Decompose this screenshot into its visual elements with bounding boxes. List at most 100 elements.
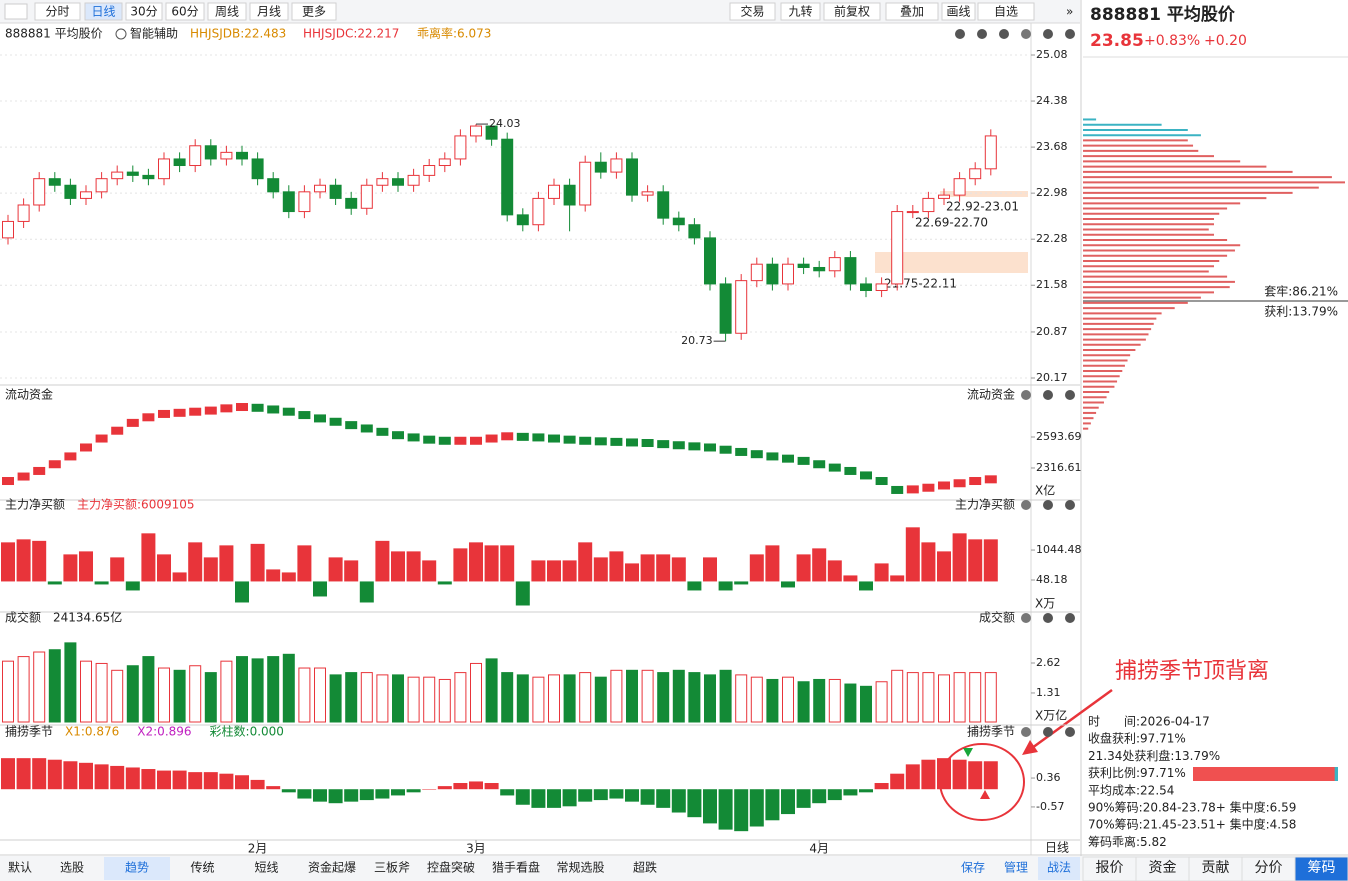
- flow-mark: [126, 418, 139, 427]
- action-label[interactable]: 保存: [961, 861, 985, 875]
- toolbar-button[interactable]: [84, 2, 123, 21]
- action-button[interactable]: [952, 857, 994, 880]
- bottom-tab-label[interactable]: 超跌: [633, 860, 657, 875]
- toolbar-button[interactable]: [977, 2, 1035, 21]
- panel-icon[interactable]: [1021, 613, 1031, 623]
- panel-title: 成交额: [5, 610, 41, 625]
- action-button[interactable]: [1038, 857, 1080, 880]
- bottom-tab-label[interactable]: 默认: [8, 860, 32, 875]
- assist-label[interactable]: 智能辅助: [130, 26, 178, 41]
- panel-icon[interactable]: [999, 29, 1009, 39]
- bottom-tab-label[interactable]: 资金起爆: [308, 860, 356, 875]
- bar: [328, 557, 343, 582]
- panel-icon[interactable]: [1021, 29, 1031, 39]
- panel-icon[interactable]: [1021, 390, 1031, 400]
- candle-body: [111, 171, 124, 180]
- candle-body: [142, 174, 155, 180]
- right-tab[interactable]: [1082, 856, 1137, 881]
- panel-icon[interactable]: [1065, 727, 1075, 737]
- bottom-tab-label[interactable]: 常规选股: [556, 860, 604, 875]
- action-button[interactable]: [995, 857, 1037, 880]
- toolbar-button[interactable]: [34, 2, 81, 21]
- right-tab-label[interactable]: 筹码: [1308, 859, 1336, 876]
- right-tab-label[interactable]: 分价: [1255, 860, 1283, 876]
- panel-icon[interactable]: [1065, 390, 1075, 400]
- volume-bar: [860, 685, 872, 723]
- bottom-tab[interactable]: [298, 857, 366, 880]
- toolbar-button[interactable]: [780, 2, 821, 21]
- bar: [937, 551, 951, 582]
- bottom-tab[interactable]: [418, 857, 484, 880]
- right-tab-label[interactable]: 资金: [1149, 860, 1177, 876]
- toolbar-label[interactable]: 周线: [215, 5, 239, 19]
- bottom-tab[interactable]: [0, 857, 40, 880]
- bottom-tab[interactable]: [366, 857, 418, 880]
- right-tab[interactable]: [1241, 856, 1296, 881]
- toolbar-button[interactable]: [823, 2, 881, 21]
- panel-icon[interactable]: [1065, 29, 1075, 39]
- panel-icon[interactable]: [1043, 390, 1053, 400]
- toolbar-label[interactable]: 更多: [302, 5, 326, 19]
- right-tab[interactable]: [1294, 856, 1348, 881]
- toolbar-label[interactable]: 日线: [91, 5, 115, 19]
- toolbar-label[interactable]: 叠加: [900, 5, 924, 19]
- bar: [469, 781, 483, 790]
- bottom-tab-label[interactable]: 趋势: [125, 861, 149, 875]
- bottom-tab[interactable]: [40, 857, 104, 880]
- panel-icon[interactable]: [1043, 727, 1053, 737]
- toolbar-button[interactable]: [125, 2, 163, 21]
- panel-icon[interactable]: [1043, 613, 1053, 623]
- bottom-tab[interactable]: [548, 857, 613, 880]
- bar: [952, 533, 967, 582]
- panel-icon[interactable]: [977, 29, 987, 39]
- panel-icon[interactable]: [1043, 500, 1053, 510]
- right-tab[interactable]: [1135, 856, 1190, 881]
- toolbar-label[interactable]: 前复权: [834, 4, 870, 19]
- panel-icon[interactable]: [1065, 613, 1075, 623]
- bottom-tab[interactable]: [613, 857, 677, 880]
- bottom-tab-label[interactable]: 猎手看盘: [492, 860, 540, 875]
- toolbar-button[interactable]: [207, 2, 247, 21]
- bottom-tab[interactable]: [235, 857, 298, 880]
- menu-icon[interactable]: [4, 3, 28, 20]
- panel-icon[interactable]: [1043, 29, 1053, 39]
- toolbar-label[interactable]: 60分: [171, 5, 198, 19]
- toolbar-label[interactable]: 分时: [45, 5, 69, 19]
- bottom-tab-label[interactable]: 短线: [254, 861, 278, 875]
- toolbar-button[interactable]: [941, 2, 976, 21]
- toolbar-button[interactable]: [885, 2, 939, 21]
- panel-icon[interactable]: [955, 29, 965, 39]
- toolbar-button[interactable]: [249, 2, 289, 21]
- period-tab[interactable]: 日线: [1045, 841, 1069, 855]
- action-label[interactable]: 战法: [1047, 861, 1071, 875]
- toolbar-label[interactable]: 自选: [994, 5, 1018, 19]
- toolbar-label[interactable]: 交易: [740, 4, 764, 19]
- bottom-tab[interactable]: [170, 857, 235, 880]
- toolbar-button[interactable]: [291, 2, 337, 21]
- assist-icon[interactable]: [115, 28, 127, 40]
- bottom-tab-label[interactable]: 传统: [190, 860, 214, 875]
- toolbar-label[interactable]: 九转: [788, 4, 812, 19]
- right-tab[interactable]: [1188, 856, 1243, 881]
- toolbar-button[interactable]: [729, 2, 776, 21]
- volume-bar: [735, 674, 748, 723]
- right-tab-label[interactable]: 报价: [1096, 860, 1124, 876]
- bottom-tab-label[interactable]: 控盘突破: [427, 860, 475, 875]
- panel-icon[interactable]: [1065, 500, 1075, 510]
- toolbar-button[interactable]: [165, 2, 205, 21]
- toolbar-label[interactable]: 画线: [946, 5, 970, 19]
- bottom-tab[interactable]: [484, 857, 548, 880]
- action-label[interactable]: 管理: [1004, 860, 1028, 875]
- toolbar-label[interactable]: 30分: [130, 5, 157, 19]
- collapse-icon[interactable]: »: [1066, 5, 1073, 19]
- bar: [968, 761, 983, 790]
- panel-icon[interactable]: [1021, 727, 1031, 737]
- bottom-tab[interactable]: [104, 857, 170, 880]
- flow-mark: [158, 409, 170, 418]
- bottom-tab-label[interactable]: 三板斧: [374, 861, 410, 875]
- panel-icon[interactable]: [1021, 500, 1031, 510]
- right-tab-label[interactable]: 贡献: [1202, 860, 1230, 876]
- toolbar-label[interactable]: 月线: [257, 5, 281, 19]
- bottom-tab-label[interactable]: 选股: [60, 861, 84, 875]
- bar: [141, 533, 156, 582]
